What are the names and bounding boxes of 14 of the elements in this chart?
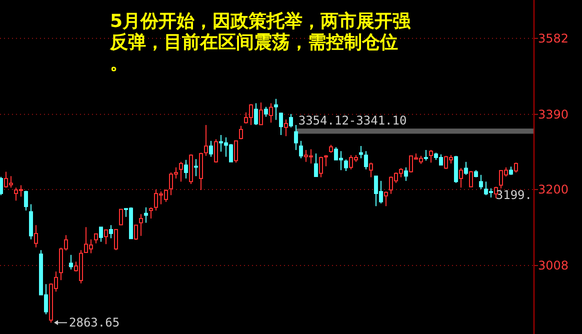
y-tick-label: 3390 — [538, 107, 569, 122]
y-tick-label: 3008 — [538, 258, 569, 273]
candlestick — [294, 124, 298, 150]
text: 5月份开始，因政策托举，两市展开强反弹，目前在区间震荡，需控制仓位。 — [109, 11, 412, 74]
candlestick — [139, 214, 143, 236]
y-tick-label: 3582 — [538, 31, 569, 46]
candlestick — [69, 254, 73, 270]
candlestick — [194, 158, 198, 177]
annotation: 3199. — [496, 188, 532, 202]
band-label: 3354.12-3341.10 — [298, 114, 407, 128]
candlestick — [274, 98, 278, 120]
annotation: 2863.65 — [69, 316, 120, 330]
candlestick — [144, 206, 148, 224]
y-tick-label: 3200 — [538, 182, 569, 197]
